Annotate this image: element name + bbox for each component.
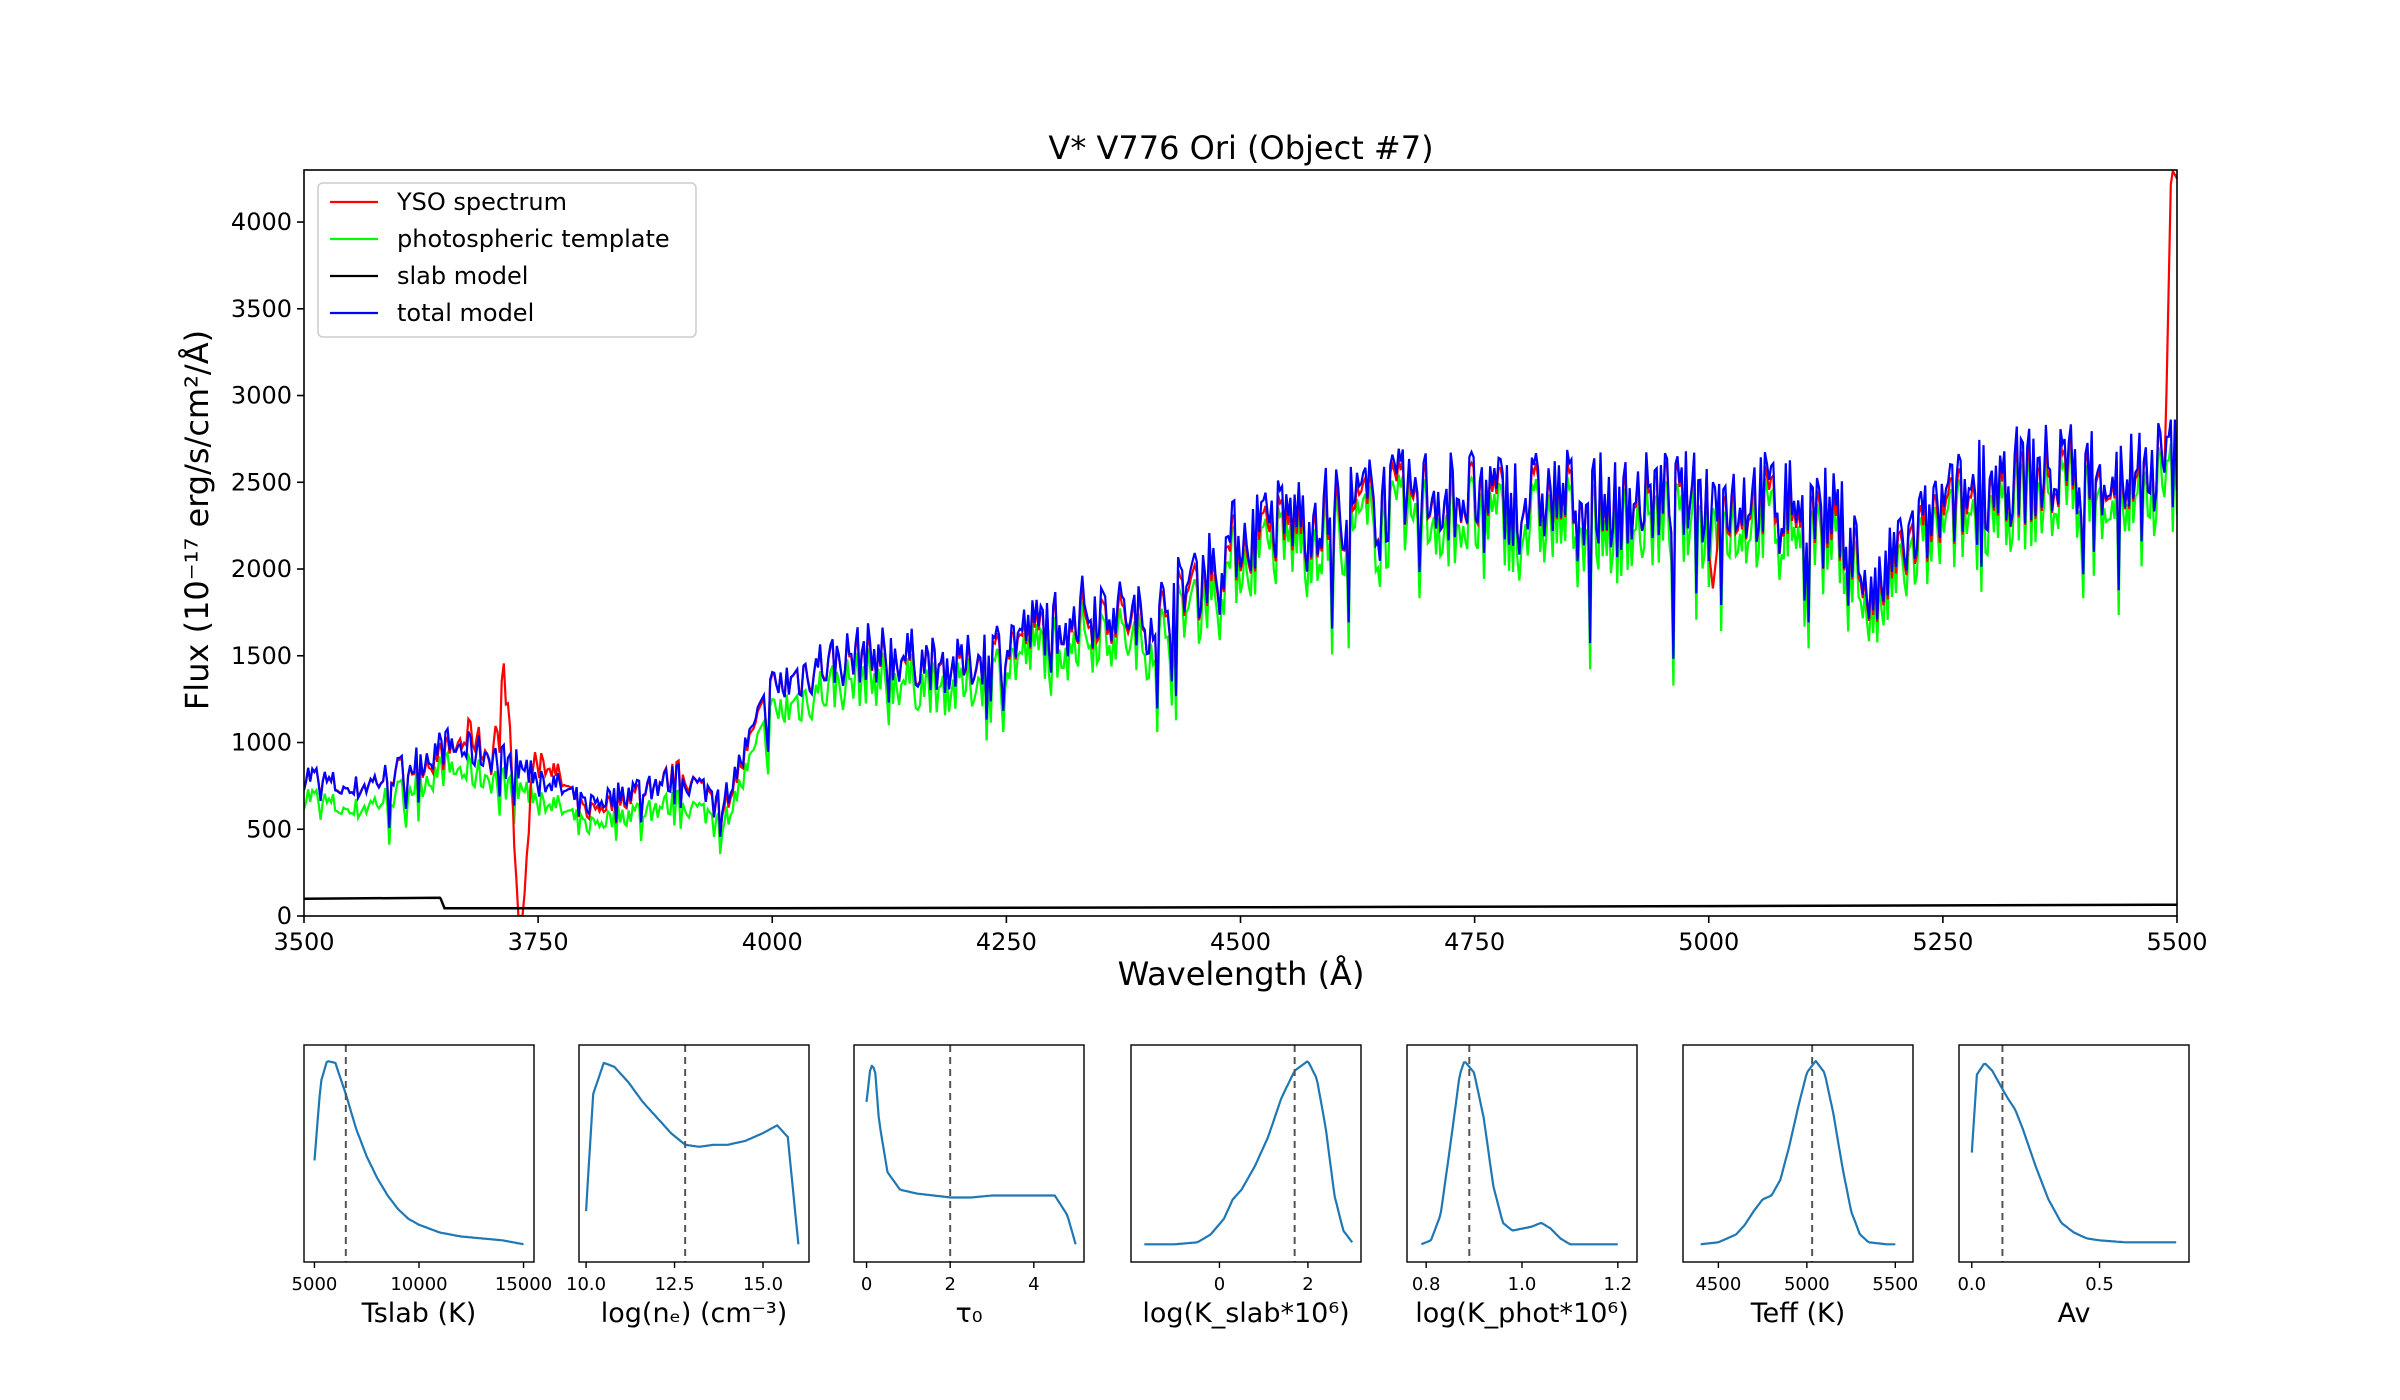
legend-box bbox=[317, 182, 697, 338]
posterior-curve bbox=[1970, 1062, 2177, 1244]
main-spectrum-chart: V* V776 Ori (Object #7) Wavelength (Å) F… bbox=[178, 129, 2208, 993]
panel-x-tick-label: 1.0 bbox=[1508, 1274, 1537, 1295]
x-tick-label: 5000 bbox=[1678, 928, 1739, 956]
panel-x-tick-label: 1.2 bbox=[1604, 1274, 1633, 1295]
legend-entry: photospheric template bbox=[397, 225, 670, 253]
legend-entry: slab model bbox=[397, 262, 528, 290]
panel-x-tick-label: 0.8 bbox=[1412, 1274, 1441, 1295]
posterior-panel: 4500 5000 5500 Teff (K) bbox=[1682, 1044, 1918, 1329]
panel-frame bbox=[578, 1044, 810, 1263]
panel-x-axis-label: τ₀ bbox=[955, 1298, 982, 1329]
x-tick-label: 5500 bbox=[2146, 928, 2207, 956]
y-tick-label: 500 bbox=[246, 815, 292, 843]
posterior-panel: 5000 10000 15000 Tslab (K) bbox=[292, 1044, 552, 1329]
panel-x-tick-label: 4500 bbox=[1695, 1274, 1741, 1295]
panel-x-axis-label: Tslab (K) bbox=[361, 1298, 477, 1329]
x-tick-label: 3500 bbox=[273, 928, 334, 956]
y-tick-label: 3000 bbox=[231, 382, 292, 410]
legend-entry: total model bbox=[397, 299, 534, 327]
panel-x-axis-label: Av bbox=[2058, 1298, 2091, 1329]
panel-x-tick-label: 12.5 bbox=[654, 1274, 694, 1295]
main-plot-area: 3500 3750 4000 4250 4500 4750 5000 5250 5500 0 500… bbox=[231, 169, 2208, 956]
y-tick-label: 3500 bbox=[231, 295, 292, 323]
series-line-slab-model bbox=[304, 896, 2177, 910]
posterior-panel: 10.0 12.5 15.0 log(nₑ) (cm⁻³) bbox=[566, 1044, 810, 1329]
panel-x-tick-label: 0.5 bbox=[2085, 1274, 2114, 1295]
y-tick-label: 2500 bbox=[231, 468, 292, 496]
legend: YSO spectrum photospheric template slab mo… bbox=[317, 182, 697, 338]
posterior-curve bbox=[1700, 1059, 1896, 1246]
series-lines bbox=[304, 170, 2177, 916]
panel-x-axis-label: log(K_slab*10⁶) bbox=[1142, 1298, 1349, 1329]
chart-title: V* V776 Ori (Object #7) bbox=[1048, 129, 1433, 167]
panel-x-tick-label: 5000 bbox=[1784, 1274, 1830, 1295]
panel-x-tick-label: 10.0 bbox=[566, 1274, 606, 1295]
panel-frame bbox=[1958, 1044, 2190, 1263]
posterior-panel: 0.8 1.0 1.2 log(K_phot*10⁶) bbox=[1406, 1044, 1638, 1329]
posterior-curve bbox=[1144, 1060, 1354, 1246]
panel-x-axis-label: log(K_phot*10⁶) bbox=[1415, 1298, 1628, 1329]
panel-x-tick-label: 0 bbox=[861, 1274, 872, 1295]
posterior-panel: 0 2 4 τ₀ bbox=[853, 1044, 1085, 1329]
x-tick-label: 3750 bbox=[508, 928, 569, 956]
panel-x-tick-label: 2 bbox=[944, 1274, 955, 1295]
x-tick-label: 4250 bbox=[976, 928, 1037, 956]
legend-entry: YSO spectrum bbox=[396, 188, 567, 216]
x-tick-label: 4000 bbox=[742, 928, 803, 956]
posterior-panel: 0.0 0.5 Av bbox=[1957, 1044, 2190, 1329]
panel-x-tick-label: 5500 bbox=[1872, 1274, 1918, 1295]
panel-x-tick-label: 15.0 bbox=[743, 1274, 783, 1295]
y-tick-label: 4000 bbox=[231, 208, 292, 236]
panel-x-tick-label: 0.0 bbox=[1957, 1274, 1986, 1295]
posterior-curve bbox=[1420, 1061, 1618, 1246]
y-tick-label: 0 bbox=[277, 902, 292, 930]
x-tick-label: 4500 bbox=[1210, 928, 1271, 956]
y-axis-label: Flux (10⁻¹⁷ erg/s/cm²/Å) bbox=[178, 330, 216, 710]
x-axis-label: Wavelength (Å) bbox=[1118, 955, 1365, 993]
series-line-photospheric-template bbox=[304, 443, 2177, 855]
series-line-total-model bbox=[304, 419, 2177, 837]
posterior-panel: 0 2 log(K_slab*10⁶) bbox=[1130, 1044, 1362, 1329]
panel-x-tick-label: 15000 bbox=[495, 1274, 552, 1295]
posterior-panels: 5000 10000 15000 Tslab (K) 10.0 12.5 15.0 log(n… bbox=[292, 1044, 2190, 1329]
panel-frame bbox=[303, 1044, 535, 1263]
panel-frame bbox=[1682, 1044, 1914, 1263]
y-tick-label: 2000 bbox=[231, 555, 292, 583]
y-tick-label: 1500 bbox=[231, 642, 292, 670]
panel-x-tick-label: 10000 bbox=[390, 1274, 447, 1295]
panel-x-tick-label: 4 bbox=[1028, 1274, 1039, 1295]
panel-x-axis-label: Teff (K) bbox=[1750, 1298, 1845, 1329]
posterior-curve bbox=[313, 1060, 524, 1246]
panel-x-tick-label: 5000 bbox=[292, 1274, 338, 1295]
panel-frame bbox=[853, 1044, 1085, 1263]
x-tick-label: 4750 bbox=[1444, 928, 1505, 956]
panel-x-axis-label: log(nₑ) (cm⁻³) bbox=[601, 1298, 787, 1329]
x-tick-label: 5250 bbox=[1912, 928, 1973, 956]
y-tick-label: 1000 bbox=[231, 729, 292, 757]
panel-frame bbox=[1130, 1044, 1362, 1263]
panel-x-tick-label: 2 bbox=[1302, 1274, 1313, 1295]
posterior-curve bbox=[585, 1061, 800, 1245]
posterior-curve bbox=[865, 1064, 1077, 1245]
panel-x-tick-label: 0 bbox=[1214, 1274, 1225, 1295]
